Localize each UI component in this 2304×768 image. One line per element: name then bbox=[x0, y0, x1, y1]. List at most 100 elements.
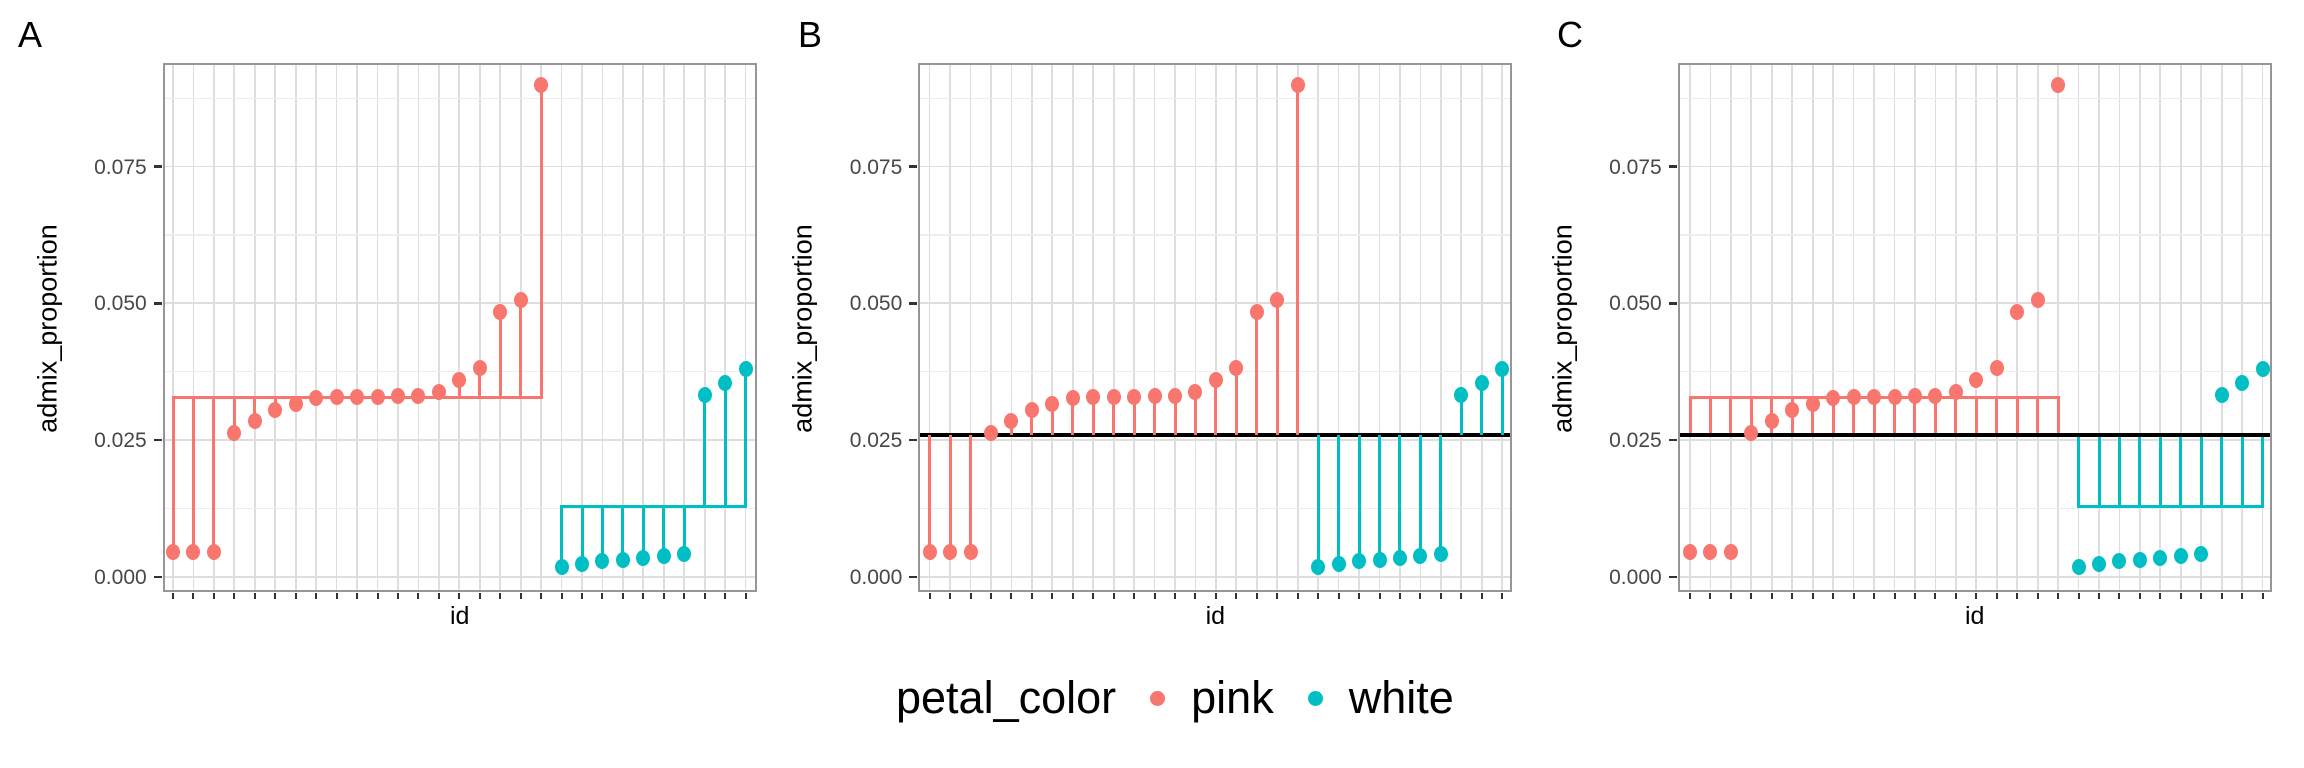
stem-pink bbox=[1255, 311, 1259, 436]
data-point-white bbox=[554, 558, 569, 575]
stem-white bbox=[1480, 382, 1484, 436]
between-segment-pink bbox=[1954, 397, 1958, 436]
x-tick-mark bbox=[396, 592, 399, 599]
gridline-vertical bbox=[1689, 63, 1691, 592]
gridline-vertical bbox=[253, 63, 256, 592]
stem-white bbox=[1357, 435, 1361, 561]
between-segment-white bbox=[2077, 435, 2081, 507]
gridline-vertical bbox=[1153, 63, 1156, 592]
x-tick-mark bbox=[294, 592, 297, 599]
data-point-pink bbox=[227, 424, 242, 441]
x-tick-mark bbox=[274, 592, 277, 599]
panel-border bbox=[918, 63, 1513, 592]
data-point-white bbox=[615, 552, 630, 569]
gridline-minor bbox=[162, 97, 757, 99]
data-point-pink bbox=[1127, 388, 1142, 405]
data-point-white bbox=[2255, 360, 2270, 377]
y-tick-mark bbox=[1668, 165, 1677, 168]
legend-label-pink: pink bbox=[1191, 672, 1274, 723]
data-point-pink bbox=[1086, 389, 1101, 406]
y-tick-mark bbox=[909, 438, 918, 442]
data-point-pink bbox=[1907, 388, 1922, 405]
x-tick-mark bbox=[1975, 592, 1978, 599]
legend-label-white: white bbox=[1348, 672, 1454, 723]
stem-pink bbox=[1132, 396, 1136, 436]
panel-label-b: B bbox=[798, 14, 823, 55]
data-point-pink bbox=[513, 292, 528, 309]
stem-pink bbox=[1193, 391, 1197, 436]
data-point-pink bbox=[2030, 292, 2045, 309]
gridline-vertical bbox=[2261, 63, 2264, 592]
data-point-white bbox=[1454, 386, 1469, 403]
panel-label-a: A bbox=[18, 14, 43, 55]
gridline-vertical bbox=[622, 63, 624, 592]
between-segment-white bbox=[2199, 435, 2203, 507]
data-point-pink bbox=[329, 389, 344, 406]
gridline-vertical bbox=[560, 63, 563, 592]
x-tick-mark bbox=[192, 592, 195, 599]
data-point-white bbox=[1474, 374, 1489, 391]
x-tick-mark bbox=[1092, 592, 1095, 599]
gridline-vertical bbox=[2016, 63, 2019, 592]
x-tick-mark bbox=[2200, 592, 2203, 599]
data-point-pink bbox=[1969, 371, 1984, 388]
x-tick-mark bbox=[519, 592, 522, 599]
x-tick-mark bbox=[1460, 592, 1463, 599]
data-point-pink bbox=[431, 383, 446, 400]
stem-white bbox=[1439, 435, 1443, 555]
data-point-white bbox=[2112, 552, 2127, 569]
gridline-vertical bbox=[1914, 63, 1916, 592]
data-point-white bbox=[1495, 360, 1510, 377]
x-tick-mark bbox=[335, 592, 338, 599]
gridline-vertical bbox=[2077, 63, 2080, 592]
data-point-pink bbox=[1208, 371, 1223, 388]
legend-item-pink: pink bbox=[1150, 672, 1274, 724]
gridline-minor bbox=[918, 371, 1513, 373]
gridline-minor bbox=[918, 507, 1513, 509]
data-point-pink bbox=[1106, 389, 1121, 406]
data-point-pink bbox=[922, 544, 937, 561]
x-tick-mark bbox=[642, 592, 645, 599]
data-point-pink bbox=[1683, 544, 1697, 561]
gridline-vertical bbox=[2159, 63, 2162, 592]
x-tick-mark bbox=[1194, 592, 1197, 599]
data-point-pink bbox=[1229, 359, 1244, 376]
x-tick-mark bbox=[1893, 592, 1896, 599]
gridline-vertical bbox=[274, 63, 277, 592]
x-tick-mark bbox=[2179, 592, 2182, 599]
x-tick-mark bbox=[2159, 592, 2162, 599]
stem-white bbox=[1398, 435, 1402, 558]
gridline-major bbox=[1677, 575, 2272, 578]
gridline-vertical bbox=[1071, 63, 1074, 592]
x-tick-mark bbox=[499, 592, 502, 599]
legend-item-white: white bbox=[1307, 672, 1454, 724]
y-tick-label: 0.050 bbox=[849, 292, 903, 316]
gridline-vertical bbox=[1215, 63, 1217, 592]
gridline-minor bbox=[1677, 507, 2272, 509]
stem-pink bbox=[1091, 397, 1095, 436]
stem-pink bbox=[457, 379, 461, 398]
data-point-pink bbox=[1147, 388, 1162, 405]
stem-white bbox=[682, 506, 686, 555]
y-tick-mark bbox=[909, 165, 918, 168]
gridline-vertical bbox=[1419, 63, 1422, 592]
between-segment-pink bbox=[2015, 397, 2019, 436]
data-point-white bbox=[1331, 555, 1346, 572]
x-tick-mark bbox=[969, 592, 972, 599]
data-point-pink bbox=[268, 401, 283, 418]
gridline-vertical bbox=[1439, 63, 1442, 592]
data-point-white bbox=[575, 555, 589, 572]
stem-white bbox=[641, 506, 645, 558]
y-tick-label: 0.075 bbox=[94, 155, 147, 179]
data-point-pink bbox=[1024, 401, 1039, 418]
gridline-vertical bbox=[1852, 63, 1855, 592]
x-tick-mark bbox=[2220, 592, 2223, 599]
panel-border bbox=[1677, 63, 2272, 592]
gridline-vertical bbox=[1194, 63, 1197, 592]
gridline-vertical bbox=[335, 63, 338, 592]
stem-pink bbox=[1214, 379, 1218, 436]
x-tick-mark bbox=[2036, 592, 2039, 599]
white-dot-icon bbox=[1307, 690, 1323, 706]
gridline-minor bbox=[918, 234, 1513, 236]
